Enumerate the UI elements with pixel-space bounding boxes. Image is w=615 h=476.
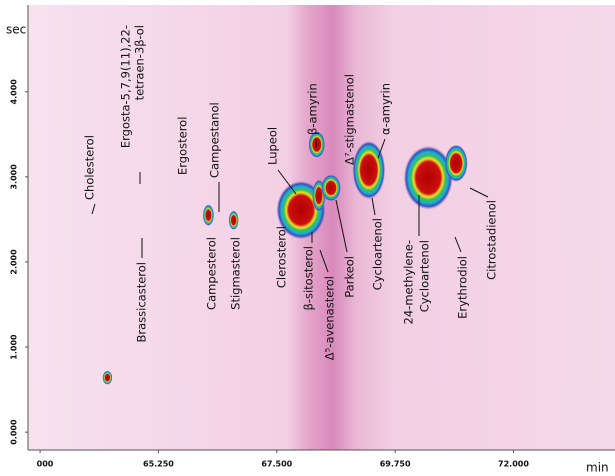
peak: [321, 175, 341, 202]
compound-label: Ergosta-5,7,9(11),22-: [119, 25, 133, 148]
compound-label: β-sitosterol: [302, 246, 316, 311]
plot-background: [28, 5, 615, 450]
compound-label: β-amyrin: [306, 83, 320, 135]
peak: [229, 211, 239, 230]
compound-label: Cholesterol: [83, 135, 97, 200]
peak: [352, 141, 385, 199]
peak: [445, 145, 468, 182]
compound-label: Δ⁵-avenasterol: [323, 276, 337, 360]
y-tick-label: 1.000: [10, 334, 19, 360]
compound-label: Clerosterol: [275, 226, 289, 288]
x-axis-label: min: [586, 461, 609, 475]
peak: [203, 205, 214, 226]
compound-label: Brassicasterol: [135, 262, 149, 343]
peak: [102, 371, 112, 385]
y-axis-label: sec: [6, 23, 26, 37]
compound-label: Parkeol: [343, 256, 357, 298]
chart: sec min 000 65.250 67.500 69.750 72.000 0.000…: [0, 0, 615, 476]
y-tick-label: 2.000: [10, 249, 19, 275]
compound-label: Campestanol: [208, 102, 222, 178]
x-tick-label: 69.750: [380, 460, 411, 469]
compound-label: Cycloartenol: [418, 240, 432, 312]
compound-label: Erythrodiol: [456, 256, 470, 319]
compound-label: Ergosterol: [176, 117, 190, 175]
y-tick-label: 3.000: [10, 164, 19, 190]
x-tick-label: 67.500: [261, 460, 292, 469]
x-tick-label: 72.000: [498, 460, 529, 469]
x-tick-label: 000: [37, 460, 54, 469]
compound-label: Cycloartenol: [371, 218, 385, 290]
compound-label: Campesterol: [205, 237, 219, 310]
compound-label: Lupeol: [266, 127, 280, 165]
compound-label: tetraen-3β-ol: [133, 25, 147, 100]
compound-label: α-amyrin: [379, 83, 393, 135]
compound-label: Citrostadienol: [485, 200, 499, 280]
compound-label: Stigmasterol: [229, 237, 243, 310]
x-tick-label: 65.250: [143, 460, 174, 469]
peak: [404, 146, 453, 210]
y-tick-label: 4.000: [10, 79, 19, 105]
y-tick-label: 0.000: [10, 419, 19, 445]
compound-label: Δ⁷-stigmastenol: [343, 74, 357, 165]
compound-label: 24-methylene-: [402, 240, 416, 324]
